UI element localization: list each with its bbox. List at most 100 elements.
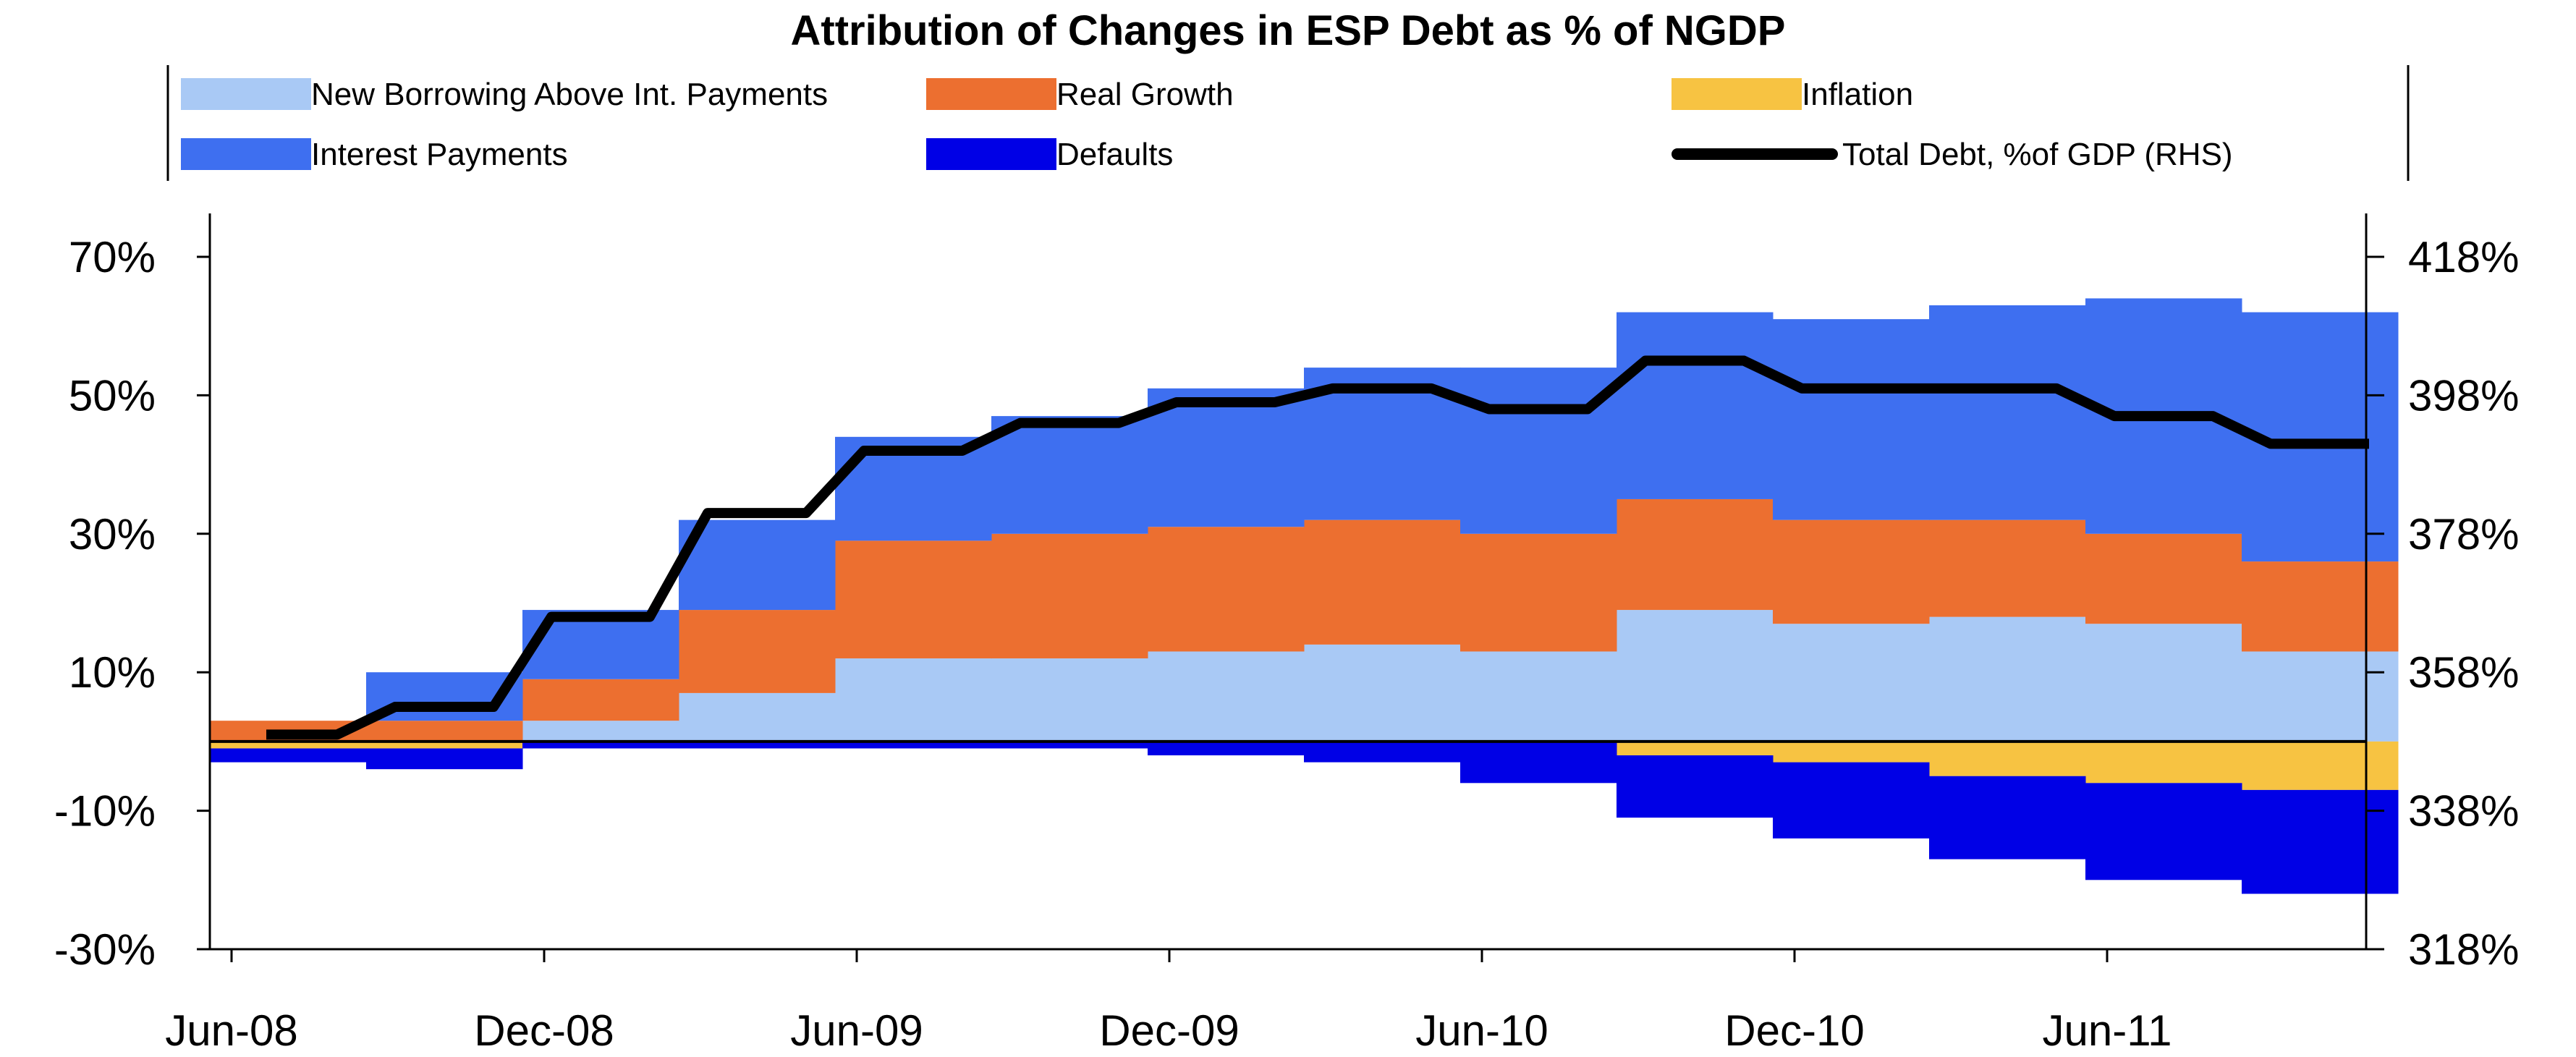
legend-swatch — [926, 78, 1056, 110]
area-segment-new-borrowing-above-int-payments-2009-03 — [679, 692, 836, 742]
area-segment-defaults-2009-03 — [679, 741, 836, 749]
legend-swatch — [181, 138, 311, 170]
area-segment-real-growth-2011-06 — [2085, 533, 2242, 624]
legend-label: Inflation — [1802, 77, 1913, 112]
left-tick-label: -10% — [54, 787, 156, 836]
area-segment-inflation-2011-03 — [1929, 741, 2086, 776]
x-tick-label: Jun-11 — [2042, 1006, 2172, 1055]
series-new-borrowing-above-int-payments — [522, 610, 2399, 742]
area-segment-new-borrowing-above-int-payments-2011-06 — [2085, 624, 2242, 742]
right-tick-label: 398% — [2408, 371, 2519, 420]
legend-swatch — [1672, 78, 1802, 110]
area-segment-interest-payments-2011-03 — [1929, 305, 2086, 520]
right-tick-label: 338% — [2408, 787, 2519, 836]
left-tick-label: 70% — [69, 233, 156, 281]
area-segment-interest-payments-2010-06 — [1460, 368, 1617, 534]
area-segment-inflation-2008-06 — [210, 741, 367, 749]
legend-swatch — [1672, 148, 1838, 160]
series-inflation — [210, 741, 2399, 790]
left-tick-label: 50% — [69, 371, 156, 420]
chart-title: Attribution of Changes in ESP Debt as % … — [791, 7, 1786, 54]
area-segment-inflation-2011-09 — [2242, 741, 2399, 790]
right-axis-ticks: 418% 398% 378% 358% 338% 318% — [2366, 233, 2519, 974]
left-tick-label: 10% — [69, 648, 156, 697]
area-segment-new-borrowing-above-int-payments-2010-03 — [1304, 644, 1461, 742]
area-segment-interest-payments-2010-12 — [1773, 319, 1930, 520]
area-segment-real-growth-2008-12 — [522, 679, 679, 721]
right-tick-label: 358% — [2408, 648, 2519, 697]
area-segment-defaults-2009-09 — [991, 741, 1148, 749]
total-debt-line — [266, 355, 2369, 740]
x-tick-label: Jun-08 — [165, 1006, 297, 1055]
left-axis-ticks: 70% 50% 30% 10% -10% -30% — [54, 233, 210, 974]
area-segment-defaults-2009-06 — [835, 741, 992, 749]
area-segment-new-borrowing-above-int-payments-2010-09 — [1617, 610, 1774, 742]
legend-item-defaults: Defaults — [926, 137, 1173, 172]
legend-label: Defaults — [1056, 137, 1173, 172]
area-segment-new-borrowing-above-int-payments-2009-12 — [1148, 651, 1305, 742]
x-tick-label: Jun-09 — [790, 1006, 923, 1055]
x-tick-label: Dec-09 — [1099, 1006, 1239, 1055]
area-segment-defaults-2009-12 — [1148, 741, 1305, 756]
legend-label: Interest Payments — [311, 137, 568, 172]
area-segment-interest-payments-2009-03 — [679, 519, 836, 611]
x-tick-label: Dec-08 — [474, 1006, 614, 1055]
left-tick-label: 30% — [69, 510, 156, 559]
area-segment-interest-payments-2010-09 — [1617, 312, 1774, 499]
area-segment-defaults-2011-03 — [1929, 776, 2086, 859]
legend-item-inflation: Inflation — [1672, 77, 1913, 112]
legend-label: Real Growth — [1056, 77, 1234, 112]
x-axis-ticks: Jun-08 Dec-08 Jun-09 Dec-09 Jun-10 Dec-10 Jun-… — [165, 949, 2172, 1055]
area-segment-inflation-2010-09 — [1617, 741, 1774, 756]
area-segment-inflation-2010-12 — [1773, 741, 1930, 763]
area-segment-defaults-2011-06 — [2085, 783, 2242, 880]
area-segment-defaults-2008-09 — [366, 748, 523, 770]
area-segment-new-borrowing-above-int-payments-2011-09 — [2242, 651, 2399, 742]
stacked-areas — [210, 298, 2399, 894]
area-segment-new-borrowing-above-int-payments-2009-09 — [991, 658, 1148, 742]
right-tick-label: 378% — [2408, 510, 2519, 559]
series-defaults — [210, 741, 2399, 894]
area-segment-new-borrowing-above-int-payments-2011-03 — [1929, 616, 2086, 742]
legend-item-interest-payments: Interest Payments — [181, 137, 568, 172]
right-tick-label: 318% — [2408, 925, 2519, 974]
legend-swatch — [926, 138, 1056, 170]
area-segment-real-growth-2010-09 — [1617, 498, 1774, 611]
series-interest-payments — [366, 298, 2399, 721]
area-segment-real-growth-2009-03 — [679, 610, 836, 693]
area-segment-real-growth-2008-09 — [366, 721, 523, 742]
axes — [208, 213, 2368, 951]
legend-item-real-growth: Real Growth — [926, 77, 1234, 112]
area-segment-real-growth-2009-12 — [1148, 527, 1305, 652]
x-tick-label: Dec-10 — [1724, 1006, 1864, 1055]
area-segment-real-growth-2010-06 — [1460, 533, 1617, 652]
series-real-growth — [210, 498, 2399, 742]
legend-label: New Borrowing Above Int. Payments — [311, 77, 828, 112]
area-segment-defaults-2008-12 — [522, 741, 679, 749]
legend-swatch — [181, 78, 311, 110]
x-tick-label: Jun-10 — [1415, 1006, 1548, 1055]
area-segment-new-borrowing-above-int-payments-2009-06 — [835, 658, 992, 742]
area-segment-new-borrowing-above-int-payments-2008-12 — [522, 721, 679, 742]
area-segment-inflation-2011-06 — [2085, 741, 2242, 784]
area-segment-defaults-2010-03 — [1304, 741, 1461, 763]
area-segment-interest-payments-2009-12 — [1148, 388, 1305, 527]
area-segment-interest-payments-2009-09 — [991, 416, 1148, 534]
legend-item-new-borrowing-above-int-payments: New Borrowing Above Int. Payments — [181, 77, 828, 112]
area-segment-real-growth-2010-12 — [1773, 519, 1930, 624]
legend-item-total-debt-of-gdp-rhs: Total Debt, %of GDP (RHS) — [1672, 137, 2233, 172]
area-segment-defaults-2008-06 — [210, 748, 367, 763]
area-segment-real-growth-2009-09 — [991, 533, 1148, 659]
legend-label: Total Debt, %of GDP (RHS) — [1842, 137, 2233, 172]
area-segment-defaults-2010-09 — [1617, 755, 1774, 818]
area-segment-new-borrowing-above-int-payments-2010-12 — [1773, 624, 1930, 742]
area-segment-defaults-2010-06 — [1460, 741, 1617, 784]
right-tick-label: 418% — [2408, 233, 2519, 281]
left-tick-label: -30% — [54, 925, 156, 974]
area-segment-real-growth-2009-06 — [835, 540, 992, 659]
area-segment-real-growth-2011-09 — [2242, 561, 2399, 652]
area-segment-defaults-2010-12 — [1773, 762, 1930, 839]
area-segment-defaults-2011-09 — [2242, 789, 2399, 894]
area-segment-new-borrowing-above-int-payments-2010-06 — [1460, 651, 1617, 742]
